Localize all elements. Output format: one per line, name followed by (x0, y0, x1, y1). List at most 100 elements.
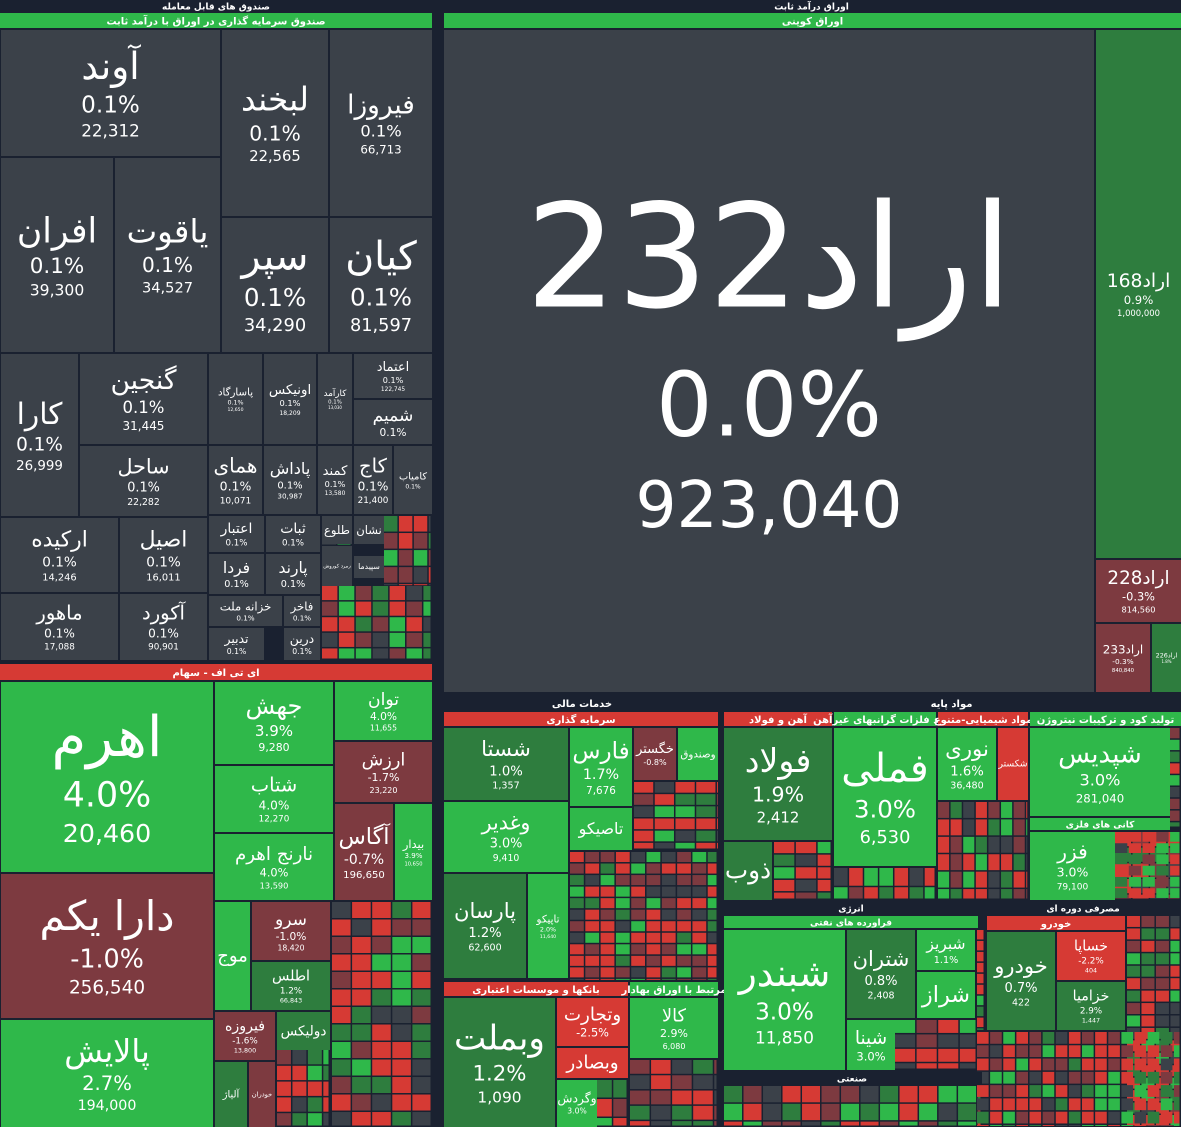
tile-name: دارا یکم (39, 892, 174, 940)
filler-cell (323, 1081, 329, 1096)
filler-cell (707, 852, 717, 863)
tile-volume: 34,527 (142, 280, 193, 297)
filler-cell (724, 1103, 743, 1121)
filler-cell (714, 1060, 717, 1074)
filler-cell (977, 973, 984, 984)
filler-cell (352, 954, 371, 971)
group-header-bar (722, 696, 1181, 710)
filler-cell (372, 972, 391, 989)
filler-cell (392, 1094, 411, 1111)
filler-cell (1173, 1124, 1180, 1126)
tile: اراد233-0.3% 840,840 (1096, 624, 1150, 692)
filler-cell (977, 930, 984, 940)
tile-bg (1096, 624, 1150, 692)
filler-cell (817, 879, 831, 892)
tile-name: سرو (274, 910, 307, 930)
filler-cell (1095, 1045, 1107, 1058)
group-header-bar (630, 982, 718, 996)
tile-change: 0.1% (226, 538, 248, 548)
filler-cell (338, 632, 355, 647)
filler-cell (634, 842, 654, 849)
filler-cell (795, 879, 817, 892)
filler-cell (1127, 1052, 1140, 1064)
filler-cell (1095, 1058, 1107, 1071)
tile-name: آگاس (338, 822, 391, 850)
tile: اهرم 4.0% 20,460 (1, 682, 213, 872)
group-header: ای تی اف - سهام (172, 668, 259, 679)
tile-name: فملی (841, 746, 928, 792)
group-header: آهن و فولاد (749, 713, 808, 726)
filler-cell (959, 1020, 976, 1033)
filler-cell (372, 586, 389, 601)
filler-cell (412, 1042, 431, 1059)
filler-cell (821, 1103, 840, 1121)
filler-cell (585, 978, 600, 980)
tile-bg (222, 218, 328, 352)
filler-cell (1147, 1111, 1160, 1124)
filler-cell (597, 1099, 612, 1117)
tile-bg (570, 728, 632, 806)
filler-cell (428, 550, 431, 566)
tile-name: فاخر (290, 599, 314, 614)
filler-cell (1128, 843, 1142, 853)
tile-name: اصیل (140, 528, 188, 553)
filler-cell (631, 932, 646, 943)
filler-cell (1147, 1124, 1160, 1126)
filler-cell (615, 978, 630, 980)
filler-cell (1141, 1052, 1155, 1064)
tile-bg (335, 742, 432, 802)
filler-cell (707, 898, 717, 909)
filler-cell (1142, 888, 1155, 898)
tile-bg (557, 1080, 597, 1127)
tile-bg (395, 804, 432, 900)
filler-cell (1121, 1058, 1134, 1071)
filler-cell (988, 854, 1000, 871)
filler-cell (332, 1059, 351, 1076)
tile-bg (215, 1012, 275, 1060)
tile-name: سپر (240, 234, 309, 280)
filler-cell (675, 794, 695, 805)
tile-change: 3.9% (255, 722, 293, 740)
tile-name: خودران (252, 1091, 273, 1099)
filler-cell (585, 967, 600, 978)
filler-cell (1128, 832, 1142, 842)
filler-cell (389, 601, 406, 616)
filler-cell (959, 1034, 976, 1048)
filler-cell (1147, 1098, 1160, 1111)
filler-cell (763, 1086, 782, 1103)
filler-cell (938, 1048, 959, 1062)
tile-volume: 10,650 (405, 861, 423, 867)
filler-cell (1134, 1124, 1147, 1126)
filler-cell (977, 1028, 984, 1030)
group-header-bar (1030, 712, 1181, 726)
tile-change: 0.1% (244, 283, 306, 312)
filler-cell (372, 1112, 391, 1126)
filler-cell (1128, 865, 1142, 876)
filler-cell (817, 842, 831, 854)
filler-cell (692, 967, 707, 978)
filler-cell (1068, 1032, 1081, 1044)
tile-volume: 20,460 (63, 819, 151, 848)
filler-cell (1155, 1052, 1169, 1064)
tile-bg (634, 728, 676, 780)
tile-change: 0.1% (249, 121, 301, 145)
tile-name: توان (368, 690, 399, 710)
filler-cell (661, 875, 676, 886)
filler-cell (1134, 1071, 1147, 1084)
tile-name: ارکیده (31, 528, 88, 553)
filler-cell (916, 1020, 937, 1033)
tile-bg (1030, 728, 1170, 816)
filler-cell (677, 944, 691, 955)
filler-cell (412, 902, 431, 919)
filler-cell (570, 978, 584, 980)
group-header-bar (444, 982, 628, 996)
filler-cell (707, 944, 717, 955)
filler-cell (919, 1121, 938, 1126)
tile-volume: 1,000,000 (1117, 308, 1160, 318)
filler-cell (585, 898, 600, 909)
